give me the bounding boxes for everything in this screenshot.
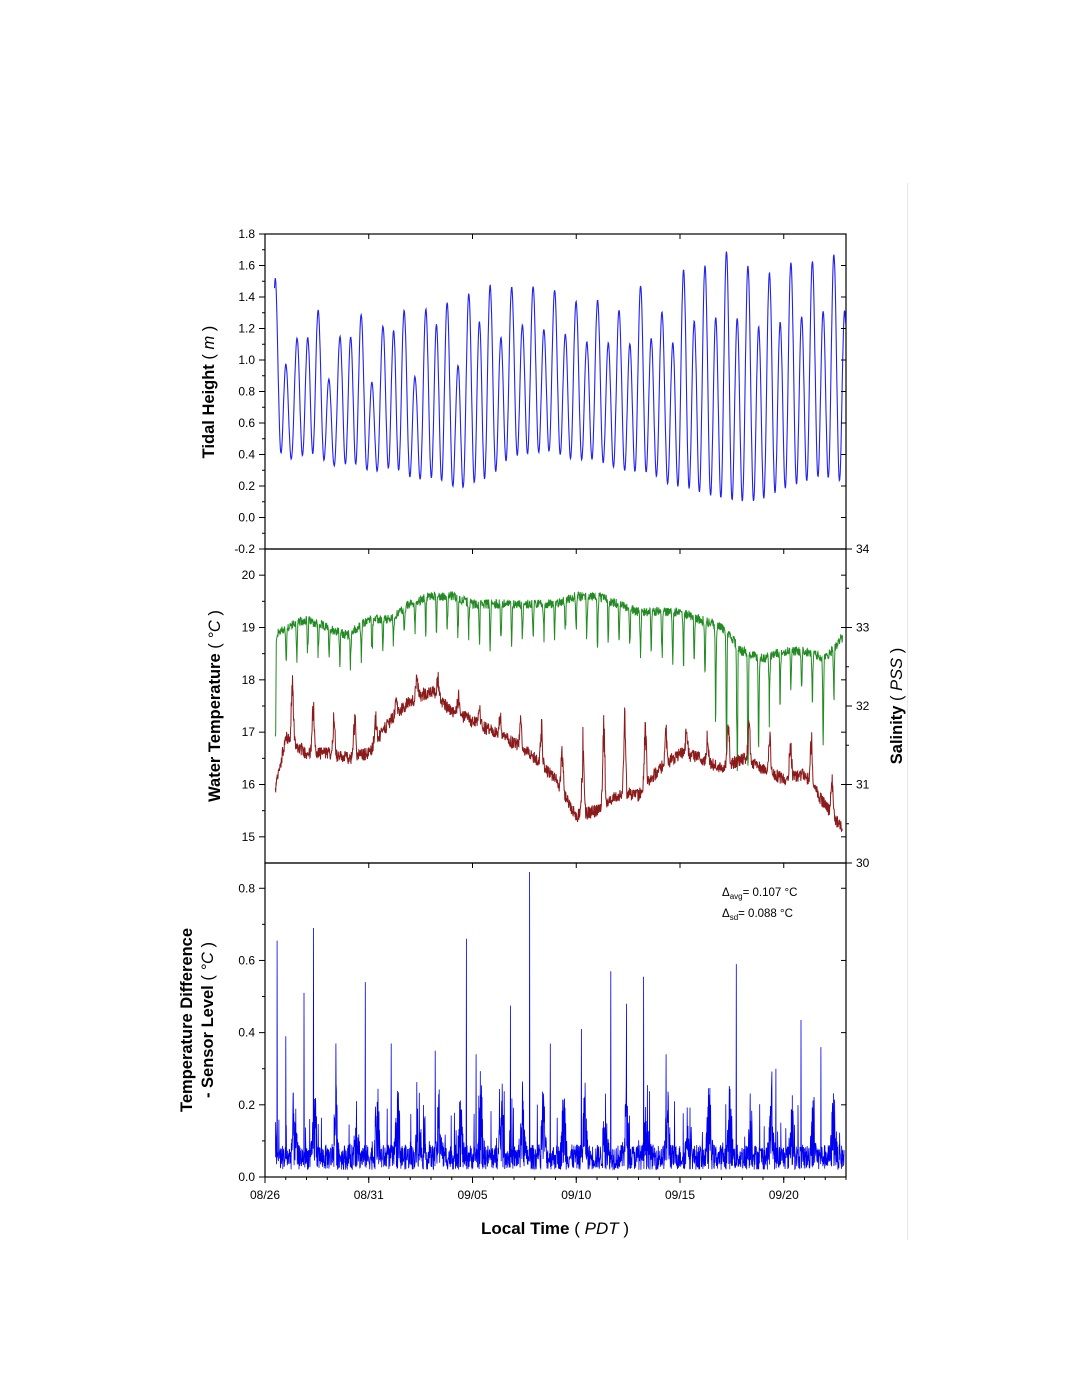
x-tick-label: 08/31 xyxy=(354,1188,384,1202)
tidal-y-tick-label: 1.8 xyxy=(238,227,255,241)
temp-diff-y-tick-label: 0.2 xyxy=(238,1098,255,1112)
salinity-ylabel: Salinity ( PSS ) xyxy=(888,648,906,764)
delta-sd-annotation: Δsd= 0.088 °C xyxy=(722,908,793,922)
water-temperature-ylabel: Water Temperature ( °C ) xyxy=(206,610,224,802)
tidal-y-tick-label: 1.4 xyxy=(238,290,255,304)
series-layer xyxy=(273,251,847,1171)
salinity-series xyxy=(274,591,843,772)
tidal-height-ylabel: Tidal Height ( m ) xyxy=(200,326,218,459)
water-temp-y-tick-label: 16 xyxy=(242,778,256,792)
tidal-y-tick-label: 0.0 xyxy=(238,511,255,525)
tidal-y-tick-label: -0.2 xyxy=(234,542,255,556)
tidal-height-series xyxy=(273,251,847,502)
temp-diff-y-tick-label: 0.0 xyxy=(238,1170,255,1184)
salinity-y-tick-label: 32 xyxy=(856,699,870,713)
x-tick-label: 08/26 xyxy=(250,1188,280,1202)
salinity-y-tick-label: 30 xyxy=(856,856,870,870)
temp-diff-y-tick-label: 0.8 xyxy=(238,881,255,895)
water-temp-y-tick-label: 18 xyxy=(242,673,256,687)
tidal-y-tick-label: 1.0 xyxy=(238,353,255,367)
x-tick-label: 09/20 xyxy=(769,1188,799,1202)
tidal-y-tick-label: 1.6 xyxy=(238,259,255,273)
sensor-level-ylabel: - Sensor Level ( °C ) xyxy=(199,942,217,1098)
temp-diff-y-tick-label: 0.4 xyxy=(238,1026,255,1040)
water-temp-y-tick-label: 20 xyxy=(242,568,256,582)
tidal-y-tick-label: 1.2 xyxy=(238,322,255,336)
salinity-y-tick-label: 33 xyxy=(856,621,870,635)
temperature-difference-series xyxy=(275,871,845,1171)
water-temp-y-tick-label: 15 xyxy=(242,830,256,844)
tidal-y-tick-label: 0.8 xyxy=(238,385,255,399)
tidal-y-tick-label: 0.4 xyxy=(238,448,255,462)
x-tick-label: 09/10 xyxy=(561,1188,591,1202)
water-temp-y-tick-label: 17 xyxy=(242,725,256,739)
water-temperature-series xyxy=(274,671,843,832)
x-tick-label: 09/05 xyxy=(457,1188,487,1202)
tidal-panel-frame xyxy=(264,233,847,550)
tidal-y-tick-label: 0.6 xyxy=(238,416,255,430)
temp-diff-y-tick-label: 0.6 xyxy=(238,953,255,967)
water-temp-y-tick-label: 19 xyxy=(242,621,256,635)
x-tick-label: 09/15 xyxy=(665,1188,695,1202)
axes-layer: -0.2 0.0 0.2 0.4 0.6 0.8 1.0 1.2 1.4 1.6 1.8 15 16 17… xyxy=(234,227,869,1202)
local-time-xlabel: Local Time ( PDT ) xyxy=(481,1219,629,1238)
salinity-y-tick-label: 31 xyxy=(856,778,870,792)
tidal-y-tick-label: 0.2 xyxy=(238,479,255,493)
page-margin-line xyxy=(907,183,908,1240)
delta-avg-annotation: Δavg= 0.107 °C xyxy=(722,887,797,901)
salinity-y-tick-label: 34 xyxy=(856,542,870,556)
temperature-difference-ylabel: Temperature Difference xyxy=(178,928,196,1112)
